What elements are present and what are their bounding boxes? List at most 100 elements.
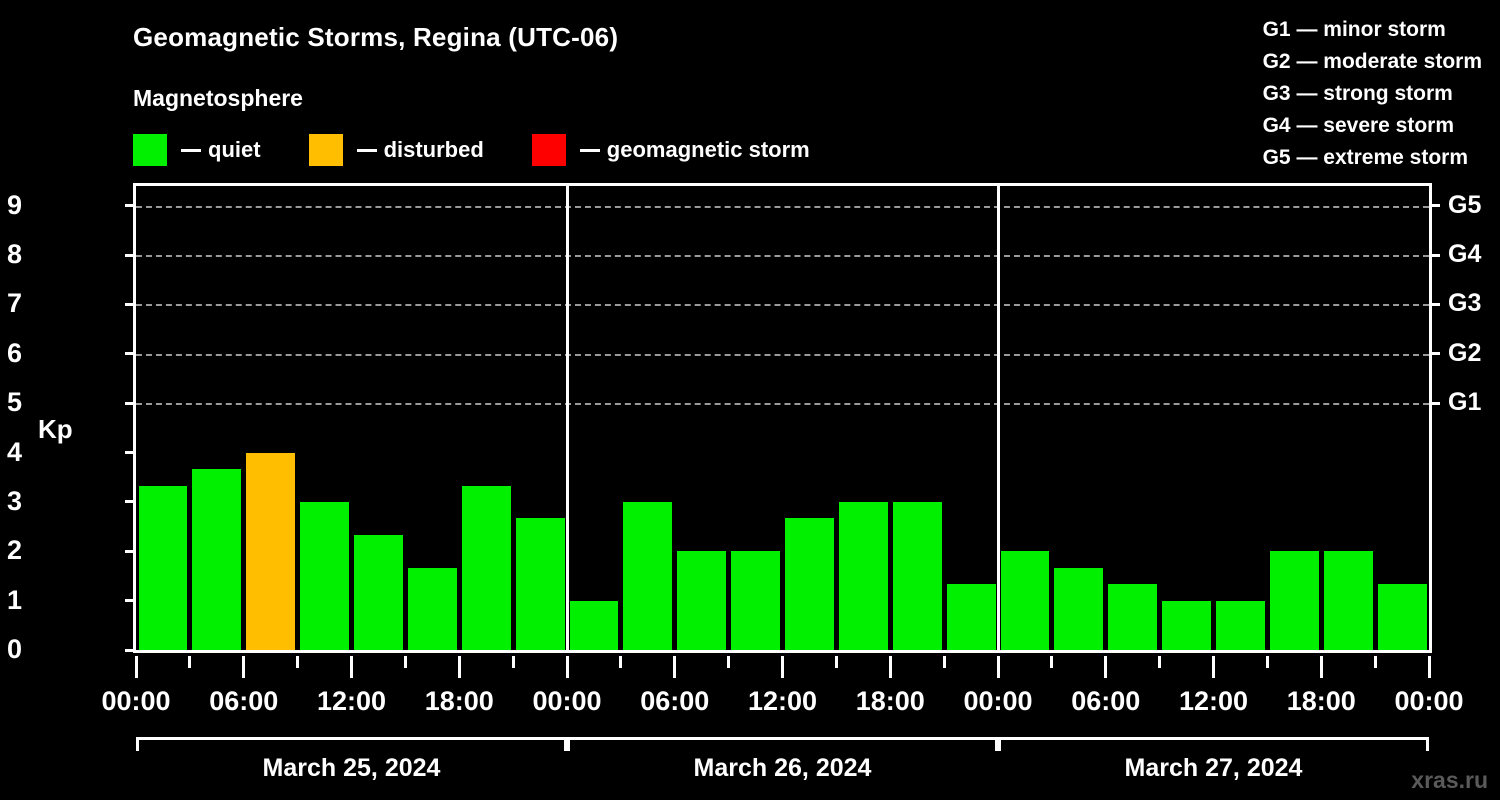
- day-separator: [565, 186, 569, 650]
- x-tick-label: 06:00: [209, 686, 279, 716]
- x-tick-label: 18:00: [424, 686, 494, 716]
- bars-layer: [136, 186, 1429, 650]
- x-tick-major: [673, 656, 677, 678]
- x-tick-major: [565, 656, 569, 678]
- x-tick-major: [996, 656, 1000, 678]
- y-tick-label: 1: [6, 584, 22, 615]
- x-tick-minor: [834, 656, 838, 668]
- x-tick-label: 12:00: [316, 686, 387, 716]
- x-axis-ticks: [133, 656, 1432, 678]
- x-tick-major: [1104, 656, 1108, 678]
- watermark: xras.ru: [1411, 767, 1488, 793]
- bar: [785, 518, 834, 650]
- bar: [354, 535, 403, 650]
- bar: [569, 600, 619, 650]
- bar: [515, 518, 565, 650]
- x-tick-major: [1212, 656, 1215, 678]
- x-tick-major: [457, 656, 461, 678]
- date-label: March 25, 2024: [262, 754, 441, 782]
- legend-dash-icon: [356, 148, 377, 152]
- legend: quiet disturbed geomagnetic storm: [133, 133, 810, 167]
- date-label: March 27, 2024: [1124, 754, 1303, 782]
- legend-label-quiet: quiet: [208, 137, 261, 162]
- g-tick-mark: [1429, 302, 1440, 306]
- x-tick-label: 12:00: [1178, 686, 1249, 716]
- x-tick-minor: [403, 656, 407, 668]
- day-separator: [996, 186, 1000, 650]
- bar: [731, 551, 780, 650]
- bar: [1054, 567, 1104, 650]
- y-tick-mark: [125, 302, 136, 306]
- date-bracket: [998, 737, 1429, 751]
- date-brackets: [133, 737, 1432, 753]
- x-tick-major: [242, 656, 246, 678]
- y-tick-mark: [125, 352, 136, 356]
- plot-inner: [125, 186, 1440, 652]
- gridline-kp-9: [136, 205, 1429, 208]
- gridline-kp-8: [136, 255, 1429, 258]
- g-tick-mark: [1429, 352, 1440, 356]
- y-tick-mark: [125, 599, 136, 603]
- legend-item-disturbed: disturbed: [308, 134, 484, 166]
- gscale-row-g3: G3 — strong storm: [1262, 82, 1453, 105]
- y-tick-mark: [125, 253, 136, 257]
- x-tick-major: [888, 656, 892, 678]
- y-tick-mark: [125, 648, 136, 652]
- x-tick-minor: [188, 656, 192, 668]
- legend-heading: Magnetosphere: [133, 85, 303, 111]
- x-tick-minor: [1265, 656, 1269, 668]
- storm-swatch-icon: [531, 134, 566, 166]
- x-tick-minor: [1373, 656, 1377, 668]
- x-tick-minor: [1050, 656, 1054, 668]
- x-tick-major: [1319, 656, 1323, 678]
- legend-dash-icon: [181, 148, 201, 152]
- x-tick-label: 06:00: [1071, 686, 1141, 716]
- bar: [623, 501, 673, 650]
- x-tick-major: [134, 656, 138, 678]
- date-label: March 26, 2024: [693, 754, 872, 782]
- bar: [192, 468, 242, 650]
- bar: [1162, 600, 1211, 650]
- y-tick-label: 9: [6, 189, 22, 220]
- g-axis-label-g2: G2: [1448, 338, 1482, 367]
- bar: [838, 501, 888, 650]
- date-bracket: [136, 737, 567, 751]
- y-tick-mark: [125, 401, 136, 405]
- y-tick-label: 4: [6, 436, 22, 467]
- page-title: Geomagnetic Storms, Regina (UTC-06): [133, 22, 619, 52]
- gscale-row-g4: G4 — severe storm: [1262, 114, 1455, 137]
- bar: [1269, 551, 1319, 650]
- x-tick-label: 12:00: [747, 686, 818, 716]
- x-tick-label: 18:00: [855, 686, 925, 716]
- date-bracket: [567, 737, 998, 751]
- date-labels: March 25, 2024 March 26, 2024 March 27, 20…: [133, 754, 1432, 788]
- x-tick-minor: [727, 656, 731, 668]
- y-tick-mark: [125, 451, 136, 455]
- bar: [407, 567, 457, 650]
- y-tick-label: 6: [6, 337, 22, 368]
- y-tick-mark: [125, 549, 136, 553]
- bar: [892, 501, 942, 650]
- x-tick-minor: [1158, 656, 1162, 668]
- bar: [1216, 600, 1265, 650]
- g-axis-label-g3: G3: [1448, 289, 1482, 318]
- legend-item-geomagnetic-storm: geomagnetic storm: [531, 134, 810, 166]
- g-tick-mark: [1429, 401, 1440, 405]
- gscale-legend: G1 — minor storm G2 — moderate storm G3 — …: [1263, 14, 1482, 174]
- x-tick-label: 00:00: [1394, 686, 1464, 716]
- y-tick-label: 3: [6, 485, 22, 516]
- y-tick-label: 0: [6, 634, 22, 664]
- x-tick-major: [781, 656, 784, 678]
- bar: [946, 584, 996, 650]
- g-tick-mark: [1429, 204, 1440, 208]
- bar: [138, 485, 188, 650]
- x-axis-tick-labels: 00:00 06:00 12:00 18:00 00:00 06:00 12:00 18:00…: [0, 686, 1500, 722]
- gscale-row-g1: G1 — minor storm: [1262, 18, 1446, 41]
- g-axis-label-g4: G4: [1448, 240, 1482, 269]
- bar: [461, 485, 511, 650]
- legend-item-quiet: quiet: [133, 134, 261, 166]
- x-tick-major: [1427, 656, 1431, 678]
- bar: [1323, 551, 1373, 650]
- disturbed-swatch-icon: [308, 134, 343, 166]
- bar: [1377, 584, 1427, 650]
